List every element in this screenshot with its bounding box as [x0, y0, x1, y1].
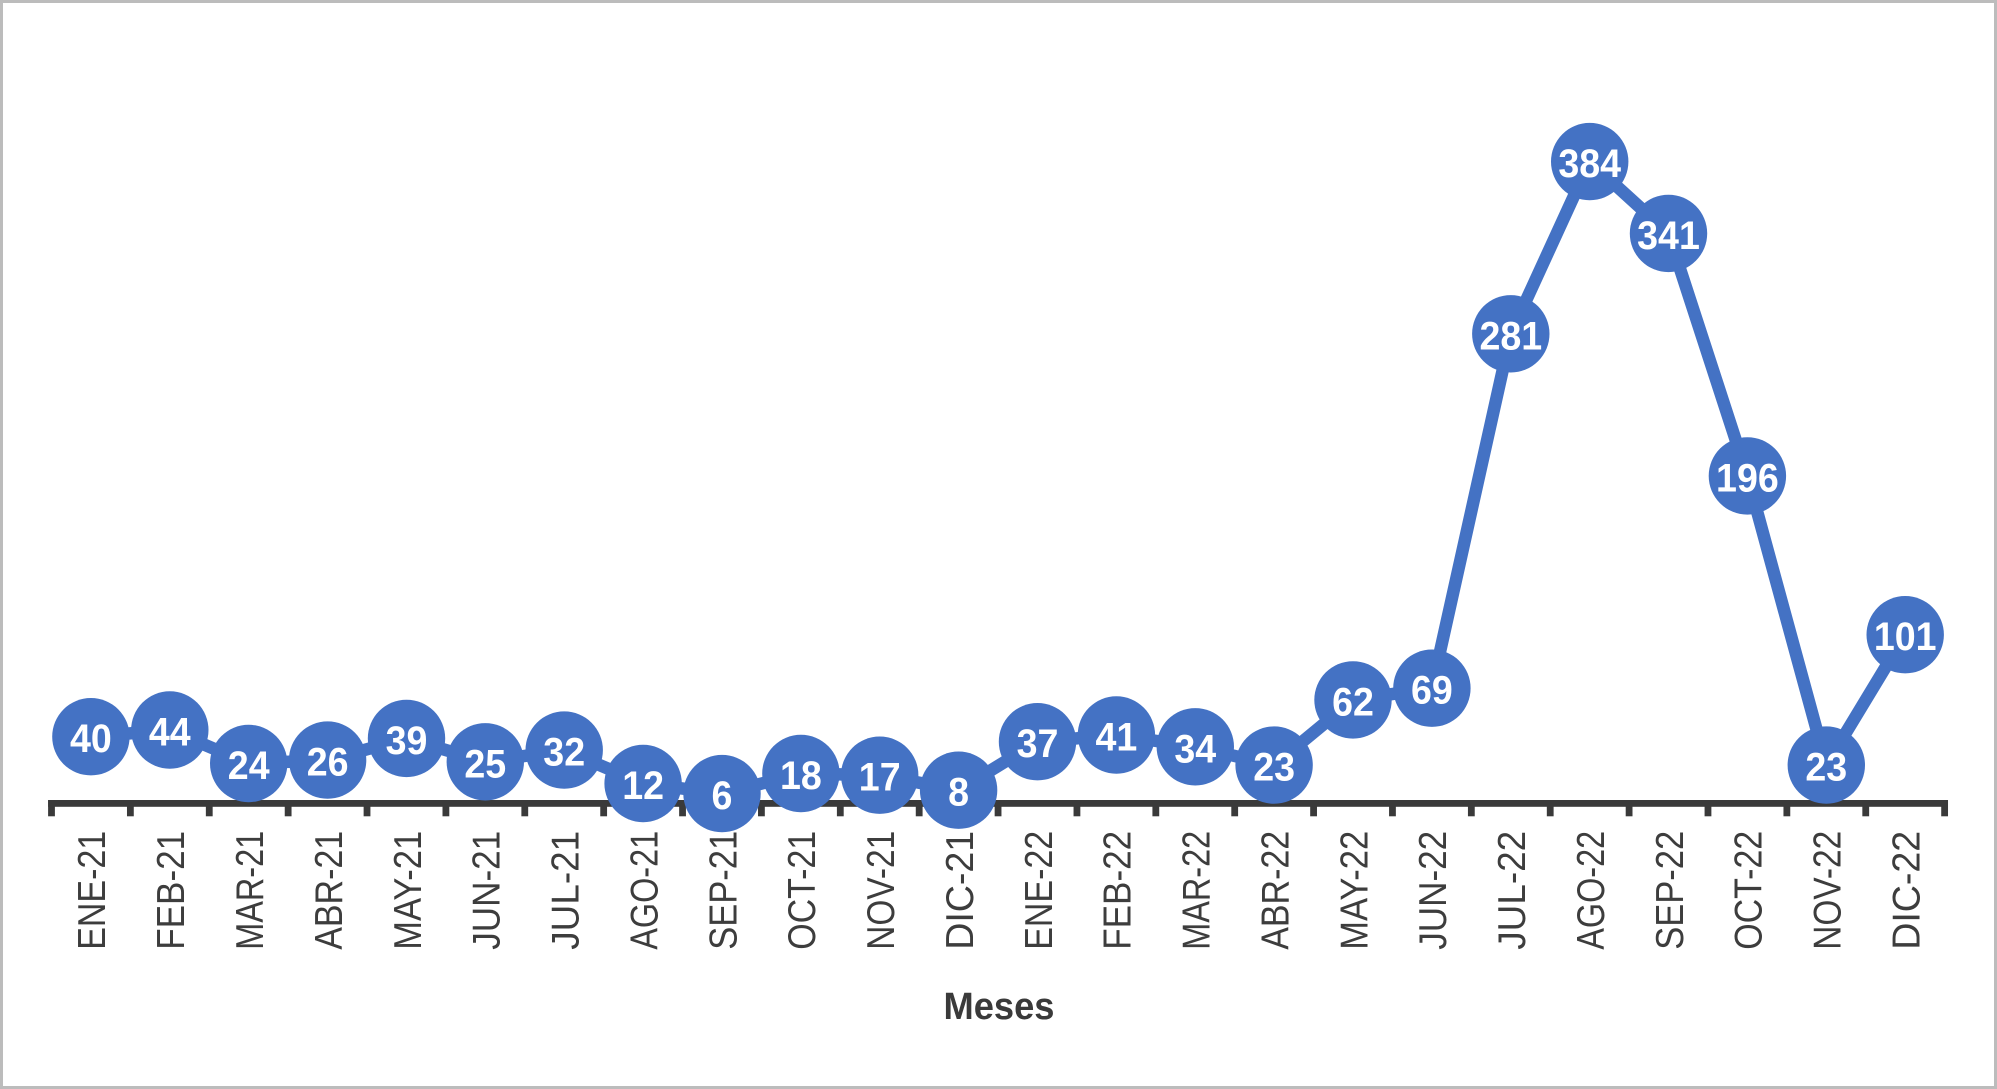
svg-text:OCT-22: OCT-22	[1728, 831, 1771, 950]
svg-text:41: 41	[1096, 715, 1138, 760]
svg-text:384: 384	[1558, 141, 1621, 186]
svg-text:69: 69	[1411, 668, 1453, 713]
svg-text:12: 12	[622, 763, 664, 808]
svg-text:37: 37	[1017, 721, 1059, 766]
svg-text:24: 24	[228, 743, 270, 788]
svg-text:FEB-22: FEB-22	[1097, 831, 1140, 950]
svg-text:101: 101	[1874, 614, 1937, 659]
svg-text:23: 23	[1805, 745, 1847, 790]
svg-text:MAR-21: MAR-21	[229, 831, 272, 950]
svg-text:40: 40	[70, 716, 112, 761]
svg-text:18: 18	[780, 753, 822, 798]
svg-text:JUN-22: JUN-22	[1412, 831, 1455, 950]
svg-text:OCT-21: OCT-21	[781, 831, 824, 950]
svg-text:341: 341	[1637, 213, 1700, 258]
svg-text:34: 34	[1174, 726, 1216, 771]
svg-text:39: 39	[386, 718, 428, 763]
svg-text:AGO-21: AGO-21	[623, 831, 666, 950]
svg-text:6: 6	[712, 773, 733, 818]
svg-text:32: 32	[543, 730, 585, 775]
svg-text:44: 44	[149, 710, 191, 755]
svg-text:AGO-22: AGO-22	[1570, 831, 1613, 950]
svg-text:ENE-21: ENE-21	[71, 831, 114, 950]
svg-text:26: 26	[307, 740, 349, 785]
svg-text:MAY-21: MAY-21	[387, 831, 430, 950]
svg-text:JUN-21: JUN-21	[466, 831, 509, 950]
svg-text:17: 17	[859, 755, 901, 800]
svg-text:DIC-22: DIC-22	[1886, 831, 1929, 950]
svg-text:23: 23	[1253, 745, 1295, 790]
svg-text:ENE-22: ENE-22	[1018, 831, 1061, 950]
svg-text:62: 62	[1332, 679, 1374, 724]
svg-text:25: 25	[464, 741, 506, 786]
svg-text:DIC-21: DIC-21	[939, 831, 982, 950]
svg-text:SEP-21: SEP-21	[702, 831, 745, 950]
svg-text:8: 8	[948, 770, 969, 815]
svg-text:JUL-21: JUL-21	[545, 831, 588, 950]
svg-text:ABR-21: ABR-21	[308, 831, 351, 950]
svg-text:FEB-21: FEB-21	[150, 831, 193, 950]
svg-text:196: 196	[1716, 455, 1779, 500]
svg-text:MAY-22: MAY-22	[1333, 831, 1376, 950]
svg-text:281: 281	[1479, 313, 1542, 358]
svg-text:Meses: Meses	[944, 986, 1055, 1028]
svg-text:ABR-22: ABR-22	[1254, 831, 1297, 950]
svg-text:NOV-22: NOV-22	[1807, 831, 1850, 950]
svg-text:NOV-21: NOV-21	[860, 831, 903, 950]
svg-text:JUL-22: JUL-22	[1491, 831, 1534, 950]
svg-text:MAR-22: MAR-22	[1176, 831, 1219, 950]
svg-text:SEP-22: SEP-22	[1649, 831, 1692, 950]
